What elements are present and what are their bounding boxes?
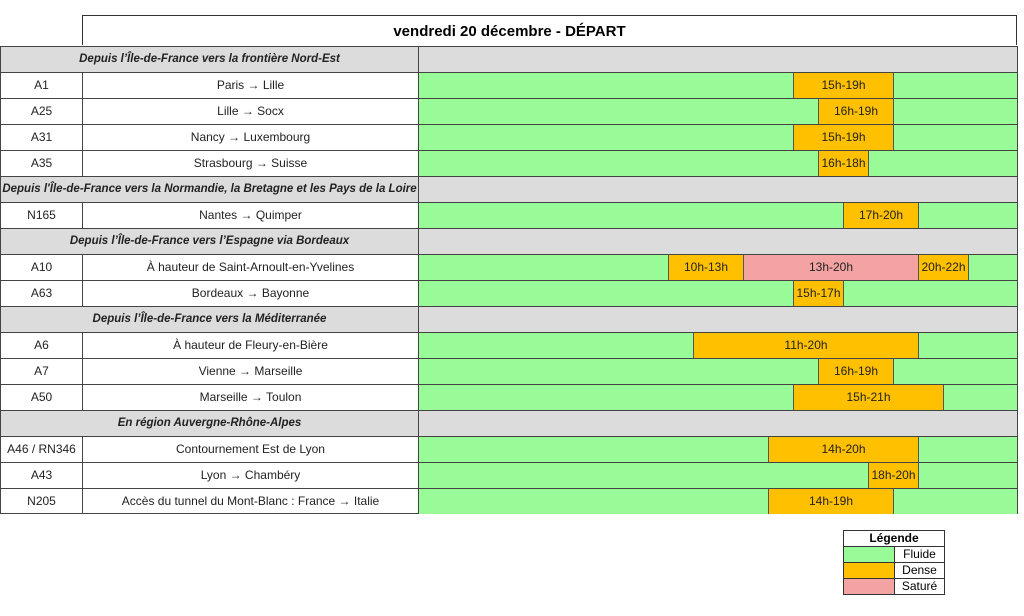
- section-title: Depuis l’Île-de-France vers l’Espagne vi…: [0, 229, 418, 254]
- period-dense: 15h-19h: [793, 125, 894, 150]
- table-row: A35 Strasbourg → Suisse 16h-18h: [0, 150, 1018, 176]
- period-dense: 15h-21h: [793, 385, 944, 410]
- timeline: 11h-20h: [418, 333, 1018, 358]
- table-row: A43 Lyon → Chambéry 18h-20h: [0, 462, 1018, 488]
- page-title: vendredi 20 décembre - DÉPART: [82, 15, 1017, 45]
- section-header-row: Depuis l’Île-de-France vers l’Espagne vi…: [0, 228, 1018, 254]
- route-description: Contournement Est de Lyon: [82, 437, 418, 462]
- timeline: 16h-19h: [418, 99, 1018, 124]
- legend-item-sature: Saturé: [844, 579, 944, 594]
- road-name: N165: [0, 203, 82, 228]
- road-name: A25: [0, 99, 82, 124]
- section-title: En région Auvergne-Rhône-Alpes: [0, 411, 418, 436]
- table-row: N165 Nantes → Quimper 17h-20h: [0, 202, 1018, 228]
- route-description: Nantes → Quimper: [82, 203, 418, 228]
- legend-swatch: [844, 563, 895, 578]
- timeline: 15h-19h: [418, 125, 1018, 150]
- section-timeline-blank: [418, 411, 1018, 436]
- table-row: A31 Nancy → Luxembourg 15h-19h: [0, 124, 1018, 150]
- legend: Légende Fluide Dense Saturé: [843, 530, 945, 595]
- section-timeline-blank: [418, 307, 1018, 332]
- period-dense: 14h-19h: [768, 489, 894, 514]
- road-name: A10: [0, 255, 82, 280]
- timeline: 16h-19h: [418, 359, 1018, 384]
- traffic-table: Depuis l’Île-de-France vers la frontière…: [0, 46, 1018, 514]
- route-description: Lyon → Chambéry: [82, 463, 418, 488]
- period-dense: 17h-20h: [843, 203, 919, 228]
- period-dense: 11h-20h: [693, 333, 919, 358]
- table-row: A63 Bordeaux → Bayonne 15h-17h: [0, 280, 1018, 306]
- period-dense: 14h-20h: [768, 437, 919, 462]
- period-dense: 20h-22h: [918, 255, 969, 280]
- route-description: Paris → Lille: [82, 73, 418, 98]
- legend-title: Légende: [844, 531, 944, 547]
- route-description: Marseille → Toulon: [82, 385, 418, 410]
- period-dense: 10h-13h: [668, 255, 744, 280]
- table-row: A10 À hauteur de Saint-Arnoult-en-Yveline…: [0, 254, 1018, 280]
- section-title: Depuis l’Île-de-France vers la Méditerra…: [0, 307, 418, 332]
- table-row: A50 Marseille → Toulon 15h-21h: [0, 384, 1018, 410]
- route-description: À hauteur de Saint-Arnoult-en-Yvelines: [82, 255, 418, 280]
- period-dense: 15h-17h: [793, 281, 844, 306]
- route-description: Lille → Socx: [82, 99, 418, 124]
- period-dense: 16h-19h: [818, 359, 894, 384]
- road-name: N205: [0, 489, 82, 514]
- period-sature: 13h-20h: [743, 255, 919, 280]
- timeline: 16h-18h: [418, 151, 1018, 176]
- period-dense: 16h-18h: [818, 151, 869, 176]
- legend-item-dense: Dense: [844, 563, 944, 579]
- legend-label: Fluide: [903, 547, 936, 561]
- road-name: A63: [0, 281, 82, 306]
- timeline: 18h-20h: [418, 463, 1018, 488]
- section-header-row: En région Auvergne-Rhône-Alpes: [0, 410, 1018, 436]
- section-timeline-blank: [418, 229, 1018, 254]
- timeline: 15h-17h: [418, 281, 1018, 306]
- legend-swatch: [844, 579, 895, 594]
- timeline: 15h-19h: [418, 73, 1018, 98]
- section-header-row: Depuis l'Île-de-France vers la Normandie…: [0, 176, 1018, 202]
- section-title: Depuis l'Île-de-France vers la Normandie…: [0, 177, 418, 202]
- road-name: A43: [0, 463, 82, 488]
- legend-item-fluide: Fluide: [844, 547, 944, 563]
- period-dense: 16h-19h: [818, 99, 894, 124]
- table-row: N205 Accès du tunnel du Mont-Blanc : Fran…: [0, 488, 1018, 514]
- period-dense: 18h-20h: [868, 463, 919, 488]
- route-description: Accès du tunnel du Mont-Blanc : France →…: [82, 489, 418, 514]
- table-row: A6 À hauteur de Fleury-en-Bière 11h-20h: [0, 332, 1018, 358]
- section-header-row: Depuis l’Île-de-France vers la Méditerra…: [0, 306, 1018, 332]
- timeline: 14h-20h: [418, 437, 1018, 462]
- table-row: A7 Vienne → Marseille 16h-19h: [0, 358, 1018, 384]
- route-description: Nancy → Luxembourg: [82, 125, 418, 150]
- timeline: 15h-21h: [418, 385, 1018, 410]
- table-row: A1 Paris → Lille 15h-19h: [0, 72, 1018, 98]
- section-timeline-blank: [418, 47, 1018, 72]
- legend-label: Saturé: [901, 579, 938, 593]
- table-row: A25 Lille → Socx 16h-19h: [0, 98, 1018, 124]
- timeline: 14h-19h: [418, 489, 1018, 514]
- road-name: A35: [0, 151, 82, 176]
- table-row: A46 / RN346 Contournement Est de Lyon 14h-…: [0, 436, 1018, 462]
- road-name: A7: [0, 359, 82, 384]
- route-description: À hauteur de Fleury-en-Bière: [82, 333, 418, 358]
- section-title: Depuis l’Île-de-France vers la frontière…: [0, 47, 418, 72]
- route-description: Vienne → Marseille: [82, 359, 418, 384]
- road-name: A31: [0, 125, 82, 150]
- timeline: 17h-20h: [418, 203, 1018, 228]
- section-timeline-blank: [418, 177, 1018, 202]
- road-name: A6: [0, 333, 82, 358]
- legend-swatch: [844, 547, 895, 562]
- legend-label: Dense: [902, 563, 937, 577]
- route-description: Strasbourg → Suisse: [82, 151, 418, 176]
- timeline: 10h-13h 13h-20h 20h-22h: [418, 255, 1018, 280]
- road-name: A1: [0, 73, 82, 98]
- road-name: A46 / RN346: [0, 437, 82, 462]
- route-description: Bordeaux → Bayonne: [82, 281, 418, 306]
- period-dense: 15h-19h: [793, 73, 894, 98]
- section-header-row: Depuis l’Île-de-France vers la frontière…: [0, 46, 1018, 72]
- road-name: A50: [0, 385, 82, 410]
